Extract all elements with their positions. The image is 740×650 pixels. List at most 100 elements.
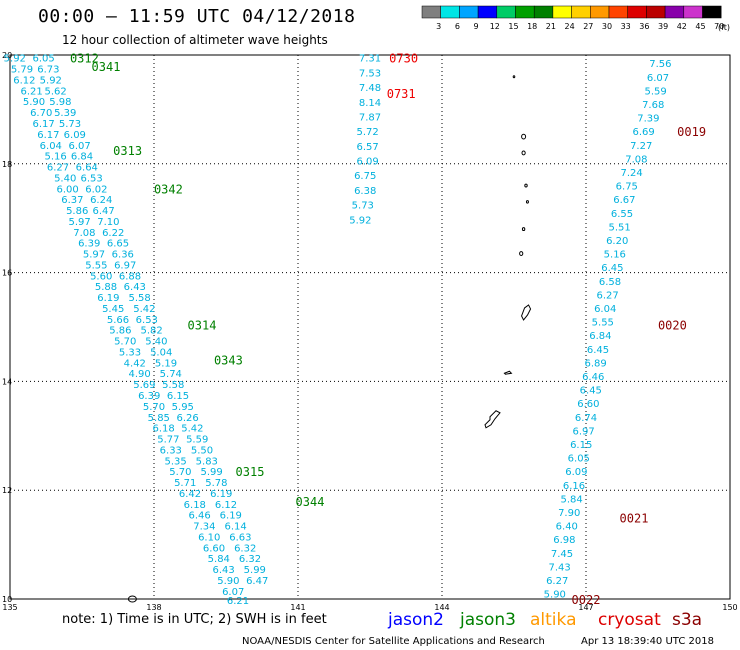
wave-height-value: 6.14: [224, 522, 246, 533]
wave-height-value: 6.37: [61, 195, 83, 206]
wave-height-value: 7.48: [359, 83, 381, 94]
wave-height-value: 5.62: [44, 86, 66, 97]
wave-height-value: 5.99: [244, 565, 266, 576]
pass-time-label: 0343: [214, 354, 243, 368]
wave-height-value: 6.18: [184, 500, 206, 511]
scale-label: 24: [565, 22, 575, 31]
wave-height-value: 6.20: [606, 236, 628, 247]
island-outline: [521, 227, 526, 232]
scale-swatch: [608, 5, 628, 19]
x-tick-label: 135: [2, 603, 17, 612]
wave-height-value: 6.12: [13, 75, 35, 86]
wave-height-value: 7.45: [551, 549, 573, 560]
rota-outline: [503, 370, 513, 375]
scale-unit: (ft): [718, 23, 731, 32]
wave-height-value: 5.70: [114, 337, 136, 348]
wave-height-value: 6.47: [92, 206, 114, 217]
pass-time-label: 0315: [236, 465, 265, 479]
wave-height-value: 5.98: [49, 97, 71, 108]
pass-time-label: 0731: [387, 87, 416, 101]
wave-height-value: 5.42: [133, 304, 155, 315]
wave-height-value: 6.46: [582, 372, 604, 383]
scale-label: 70: [714, 22, 724, 31]
wave-height-value: 6.55: [611, 209, 633, 220]
wave-height-value: 6.12: [215, 500, 237, 511]
wave-height-value: 5.58: [128, 293, 150, 304]
wave-height-value: 6.75: [616, 182, 638, 193]
y-tick-label: 12: [2, 486, 12, 495]
pass-time-label: 0313: [113, 144, 142, 158]
wave-height-value: 6.09: [64, 130, 86, 141]
island-outline: [521, 133, 527, 140]
scale-label: 42: [677, 22, 687, 31]
wave-height-value: 6.09: [565, 467, 587, 478]
wave-height-value: 6.70: [30, 108, 52, 119]
wave-height-value: 6.18: [152, 424, 174, 435]
pass-time-label: 0314: [188, 318, 217, 332]
x-tick-label: 147: [578, 603, 593, 612]
wave-height-value: 5.70: [143, 402, 165, 413]
wave-height-value: 5.40: [145, 337, 167, 348]
wave-height-value: 5.79: [11, 65, 33, 76]
scale-swatch: [421, 5, 441, 19]
wave-height-value: 5.84: [208, 554, 230, 565]
y-tick-label: 14: [2, 377, 12, 386]
scale-swatch: [683, 5, 703, 19]
island-outline: [525, 200, 529, 204]
wave-height-value: 5.86: [109, 326, 131, 337]
wave-height-value: 6.40: [556, 522, 578, 533]
wave-height-value: 6.09: [356, 157, 378, 168]
scale-swatch: [590, 5, 610, 19]
wave-height-value: 6.10: [198, 532, 220, 543]
scale-label: 30: [602, 22, 612, 31]
scale-swatch: [702, 5, 722, 19]
wave-height-value: 6.43: [212, 565, 234, 576]
wave-height-value: 5.33: [119, 347, 141, 358]
chart-title: 00:00 — 11:59 UTC 04/12/2018: [38, 6, 356, 27]
y-tick-label: 18: [2, 160, 12, 169]
wave-height-value: 6.97: [114, 260, 136, 271]
guam-outline: [484, 410, 501, 429]
pass-time-label: 0312: [70, 52, 99, 66]
wave-height-value: 5.45: [102, 304, 124, 315]
scale-swatch: [533, 5, 554, 19]
wave-height-value: 8.14: [359, 98, 381, 109]
wave-height-value: 6.36: [112, 250, 134, 261]
wave-height-value: 5.92: [40, 75, 62, 86]
wave-height-value: 5.50: [191, 445, 213, 456]
pass-time-label: 0344: [296, 495, 325, 509]
wave-height-value: 6.84: [589, 331, 611, 342]
scale-label: 45: [695, 22, 705, 31]
scale-swatch: [515, 5, 535, 19]
y-tick-label: 20: [2, 51, 12, 60]
wave-height-value: 6.53: [80, 173, 102, 184]
scale-swatch: [496, 5, 516, 19]
wave-height-value: 7.43: [548, 562, 570, 573]
wave-height-value: 5.72: [356, 127, 378, 138]
wave-height-value: 5.55: [85, 260, 107, 271]
wave-height-value: 6.05: [568, 454, 590, 465]
scale-label: 15: [508, 22, 518, 31]
wave-height-value: 5.59: [644, 86, 666, 97]
wave-height-value: 6.67: [613, 195, 635, 206]
scale-label: 18: [527, 22, 537, 31]
wave-height-value: 6.45: [601, 263, 623, 274]
wave-height-value: 5.58: [162, 380, 184, 391]
wave-height-value: 6.17: [32, 119, 54, 130]
wave-height-value: 5.88: [95, 282, 117, 293]
wave-height-value: 5.71: [174, 478, 196, 489]
wave-height-value: 5.04: [150, 347, 172, 358]
wave-height-value: 6.04: [594, 304, 616, 315]
wave-height-value: 6.65: [107, 239, 129, 250]
wave-height-value: 6.39: [138, 391, 160, 402]
x-tick-label: 141: [290, 603, 305, 612]
wave-height-value: 6.60: [203, 543, 225, 554]
wave-height-value: 6.05: [32, 54, 54, 65]
wave-height-value: 6.97: [572, 426, 594, 437]
wave-height-value: 6.17: [37, 130, 59, 141]
wave-height-value: 6.98: [553, 535, 575, 546]
wave-height-value: 5.90: [23, 97, 45, 108]
wave-height-value: 5.95: [172, 402, 194, 413]
